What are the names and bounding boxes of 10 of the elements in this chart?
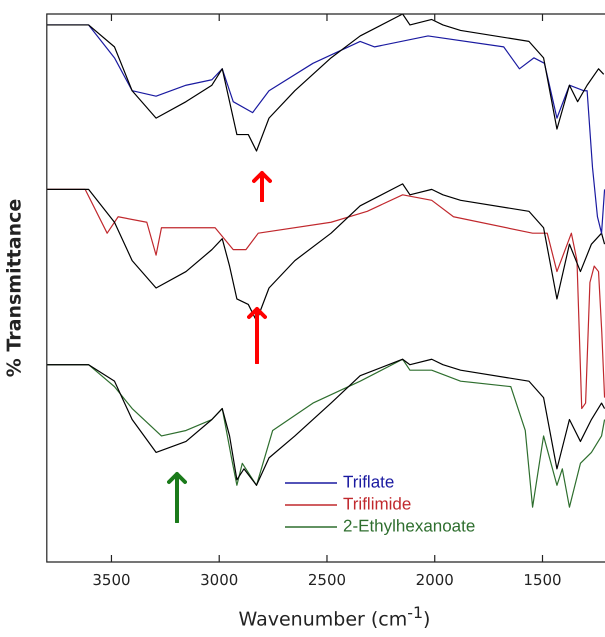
x-tick-label: 2000 bbox=[416, 570, 454, 589]
x-tick-label: 3000 bbox=[200, 570, 238, 589]
x-tick-label: 1500 bbox=[523, 570, 562, 589]
legend-label: 2-Ethylhexanoate bbox=[343, 516, 476, 536]
y-axis-title: % Transmittance bbox=[3, 198, 26, 378]
legend-label: Triflate bbox=[343, 472, 394, 492]
x-tick-label: 2500 bbox=[308, 570, 346, 589]
x-tick-label: 3500 bbox=[92, 570, 131, 589]
x-axis-title: Wavenumber (cm$^{-1}$) bbox=[238, 603, 432, 630]
legend-label: Triflimide bbox=[343, 494, 412, 514]
